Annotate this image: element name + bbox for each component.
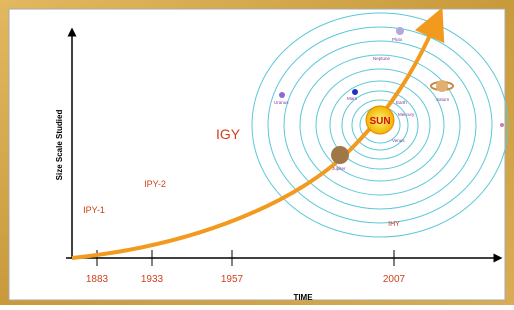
- event-label: IPY-1: [83, 205, 105, 215]
- planet-label: Mercury: [398, 112, 415, 117]
- planet-label: Pluto: [392, 37, 403, 42]
- planet: [331, 146, 349, 164]
- year-label: 1957: [221, 274, 244, 285]
- sun-label: SUN: [369, 116, 390, 127]
- planet-label: Neptune: [373, 56, 391, 61]
- planet-label: Uranus: [274, 100, 289, 105]
- event-label: IPY-2: [144, 179, 166, 189]
- planet-label: Earth: [396, 100, 407, 105]
- x-axis-label: TIME: [293, 293, 313, 302]
- event-label: IGY: [216, 126, 241, 142]
- planet-label: Venus: [392, 138, 405, 143]
- planet: [279, 92, 285, 98]
- planet-label: Saturn: [436, 97, 450, 102]
- planet: [500, 123, 504, 127]
- event-label: IHY: [388, 221, 400, 228]
- planet-label: Jupiter: [332, 166, 346, 171]
- planet: [396, 27, 404, 35]
- planet-label: Mars: [347, 96, 358, 101]
- planet: [436, 80, 448, 92]
- diagram: SUN Pluto Neptune Uranus Saturn Jupiter …: [0, 0, 514, 305]
- year-label: 1933: [141, 274, 164, 285]
- year-label: 2007: [383, 274, 406, 285]
- year-label: 1883: [86, 274, 109, 285]
- y-axis-label: Size Scale Studied: [55, 110, 64, 181]
- planet: [352, 89, 358, 95]
